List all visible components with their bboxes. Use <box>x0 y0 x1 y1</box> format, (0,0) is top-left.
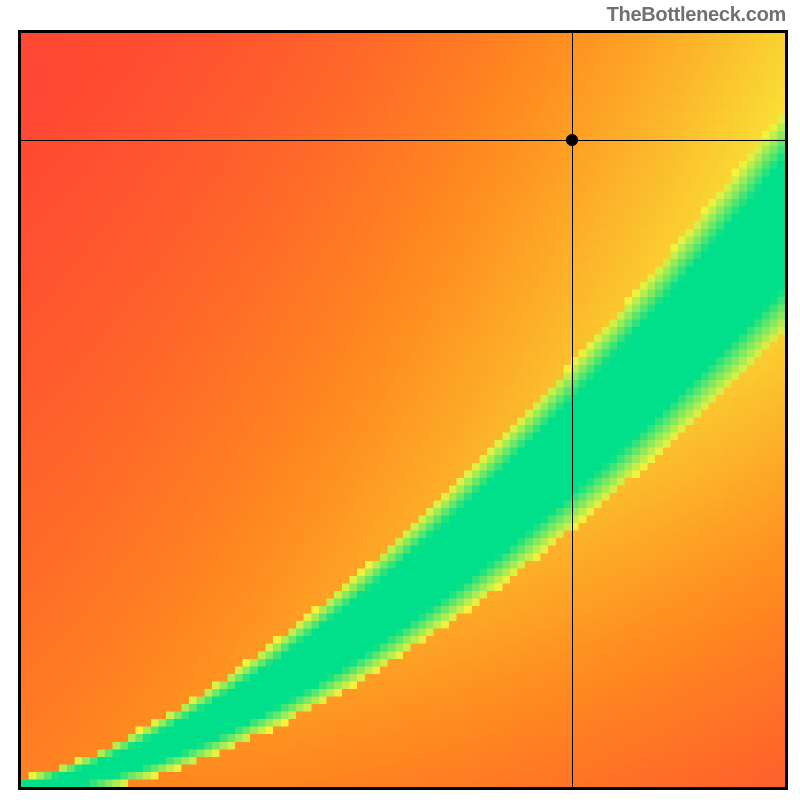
attribution-text: TheBottleneck.com <box>607 4 786 27</box>
chart-container: TheBottleneck.com <box>0 0 800 800</box>
crosshair-horizontal <box>18 140 788 141</box>
marker-dot <box>566 134 578 146</box>
plot-border <box>18 30 788 790</box>
